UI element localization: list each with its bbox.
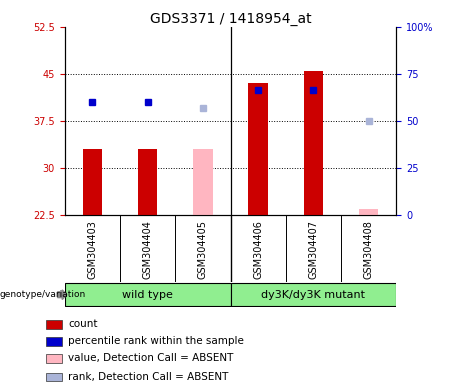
Text: GSM304404: GSM304404 (142, 220, 153, 279)
Title: GDS3371 / 1418954_at: GDS3371 / 1418954_at (150, 12, 311, 26)
Bar (46, 320, 62, 329)
Text: GSM304405: GSM304405 (198, 220, 208, 280)
Text: percentile rank within the sample: percentile rank within the sample (69, 336, 244, 346)
Text: dy3K/dy3K mutant: dy3K/dy3K mutant (261, 290, 366, 300)
Text: rank, Detection Call = ABSENT: rank, Detection Call = ABSENT (69, 372, 229, 382)
Bar (46, 372, 62, 381)
Bar (46, 354, 62, 362)
Text: GSM304408: GSM304408 (364, 220, 374, 279)
Bar (46, 337, 62, 346)
Bar (304, 71, 323, 215)
Bar (193, 149, 213, 215)
Bar (138, 149, 157, 215)
Bar (230, 283, 396, 306)
Text: GSM304407: GSM304407 (308, 220, 319, 280)
Text: GSM304403: GSM304403 (87, 220, 97, 279)
Bar (359, 209, 378, 215)
Text: GSM304406: GSM304406 (253, 220, 263, 279)
Text: genotype/variation: genotype/variation (0, 290, 86, 299)
Text: count: count (69, 319, 98, 329)
Text: value, Detection Call = ABSENT: value, Detection Call = ABSENT (69, 353, 234, 363)
Bar (83, 149, 102, 215)
Bar (248, 83, 268, 215)
Bar (65, 283, 230, 306)
Text: wild type: wild type (122, 290, 173, 300)
